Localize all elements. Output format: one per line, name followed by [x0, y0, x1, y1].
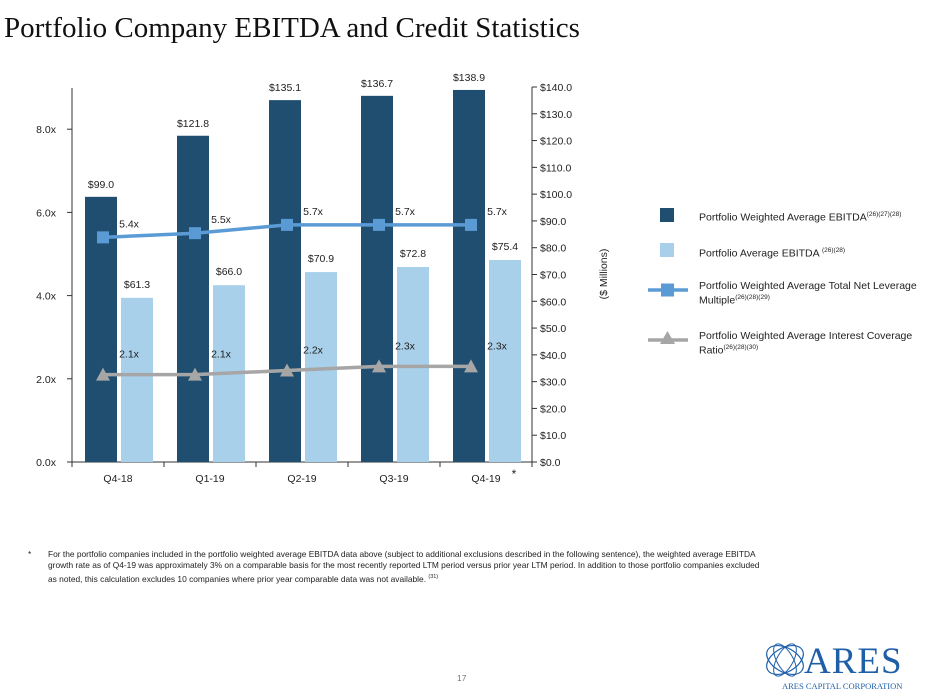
x-axis-tick-label: Q3-19 [379, 473, 408, 485]
leverage-marker [281, 218, 293, 231]
right-axis-tick-label: $50.0 [540, 323, 566, 335]
left-axis-tick-label: 6.0x [36, 207, 57, 219]
right-axis-tick-label: $10.0 [540, 430, 566, 442]
right-axis-tick-label: $80.0 [540, 243, 566, 255]
right-axis-tick-label: $70.0 [540, 270, 566, 282]
bar-average-ebitda [489, 260, 521, 462]
x-axis-tick-label: Q4-19 [471, 473, 500, 485]
coverage-data-label: 2.2x [303, 344, 324, 356]
legend-label-average-ebitda: Portfolio Average EBITDA [699, 247, 820, 260]
right-axis-tick-label: $40.0 [540, 350, 566, 362]
legend-swatch-dark-bar [660, 208, 674, 222]
x-axis-tick-label: Q2-19 [287, 473, 316, 485]
coverage-data-label: 2.3x [395, 340, 416, 352]
page-number: 17 [457, 673, 467, 683]
right-axis-label: ($ Millions) [598, 249, 610, 300]
bar-label-weighted-ebitda: $136.7 [361, 78, 393, 90]
bar-average-ebitda [121, 297, 153, 462]
legend-label-weighted-ebitda: Portfolio Weighted Average EBITDA [699, 211, 867, 224]
right-axis-tick-label: $20.0 [540, 403, 566, 415]
legend-swatch-square-line [648, 283, 688, 297]
legend-sup: (26)(27)(28) [866, 211, 902, 218]
x-axis-tick-label: Q1-19 [195, 473, 224, 485]
right-axis-tick-label: $0.0 [540, 457, 561, 469]
bar-weighted-ebitda [361, 95, 393, 462]
x-axis-tick-label: Q4-18 [103, 473, 132, 485]
bar-weighted-ebitda [269, 100, 301, 462]
footnote-sup: (31) [428, 573, 439, 580]
coverage-data-label: 2.3x [487, 340, 508, 352]
leverage-data-label: 5.7x [303, 206, 324, 218]
bar-label-weighted-ebitda: $135.1 [269, 82, 301, 94]
bar-label-weighted-ebitda: $99.0 [88, 179, 114, 191]
coverage-data-label: 2.1x [119, 349, 140, 361]
coverage-marker [372, 359, 386, 373]
legend-label-coverage-line1: Portfolio Weighted Average Interest Cove… [699, 330, 913, 342]
legend-label-leverage-line2: Multiple [699, 294, 736, 307]
bar-label-weighted-ebitda: $138.9 [453, 72, 485, 84]
coverage-marker [188, 367, 202, 381]
category-note-marker: * [512, 467, 517, 481]
chart: 0.0x 2.0x 4.0x 6.0x 8.0x $0.0 $10.0 $20.0 $30.0 $… [36, 72, 610, 485]
bar-label-average-ebitda: $66.0 [216, 266, 242, 278]
leverage-marker [97, 231, 109, 244]
bar-label-average-ebitda: $70.9 [308, 253, 334, 265]
bar-label-weighted-ebitda: $121.8 [177, 118, 209, 130]
leverage-marker [189, 227, 201, 240]
coverage-marker [464, 359, 478, 373]
legend-sup: (26)(28) [821, 247, 846, 254]
right-axis-tick-label: $130.0 [540, 109, 572, 121]
bar-weighted-ebitda [177, 135, 209, 462]
logo-wordmark: ARES [804, 641, 903, 682]
legend-sup: (26)(28)(30) [723, 344, 759, 351]
right-axis-tick-label: $60.0 [540, 296, 566, 308]
right-axis-tick-label: $110.0 [540, 162, 571, 174]
left-axis-tick-label: 0.0x [36, 457, 57, 469]
bar-average-ebitda [397, 267, 429, 462]
leverage-data-label: 5.7x [395, 206, 416, 218]
logo-subtitle: ARES CAPITAL CORPORATION [782, 681, 903, 691]
right-axis-tick-label: $100.0 [540, 189, 572, 201]
bar-label-average-ebitda: $61.3 [124, 279, 150, 291]
ares-swirl-icon [766, 643, 804, 677]
legend-swatch-light-bar [660, 243, 674, 257]
right-axis-tick-label: $30.0 [540, 377, 566, 389]
legend-label-leverage-line1: Portfolio Weighted Average Total Net Lev… [699, 280, 917, 292]
footnote-text: For the portfolio companies included in … [48, 549, 760, 584]
right-axis-tick-label: $90.0 [540, 216, 566, 228]
bar-weighted-ebitda [453, 89, 485, 463]
bar-label-average-ebitda: $72.8 [400, 248, 426, 260]
bar-label-average-ebitda: $75.4 [492, 241, 518, 253]
coverage-marker [96, 367, 110, 381]
legend-swatch-triangle-line [648, 331, 688, 344]
legend-sup: (26)(28)(29) [735, 294, 770, 301]
leverage-data-label: 5.5x [211, 214, 232, 226]
legend-label-coverage-line2: Ratio [699, 344, 724, 357]
leverage-data-label: 5.7x [487, 206, 508, 218]
page-title: Portfolio Company EBITDA and Credit Stat… [4, 12, 580, 44]
right-axis-tick-label: $140.0 [540, 82, 572, 94]
leverage-marker [465, 218, 477, 231]
left-axis-tick-label: 2.0x [36, 374, 57, 386]
ares-logo: ARES ARES CAPITAL CORPORATION [762, 636, 912, 694]
right-axis-tick-label: $120.0 [540, 136, 572, 148]
footnote-marker: * [28, 549, 32, 559]
left-axis-tick-label: 8.0x [36, 124, 57, 136]
left-axis-tick-label: 4.0x [36, 291, 57, 303]
leverage-marker [373, 218, 385, 231]
coverage-marker [280, 363, 294, 377]
leverage-data-label: 5.4x [119, 218, 140, 230]
coverage-data-label: 2.1x [211, 349, 232, 361]
